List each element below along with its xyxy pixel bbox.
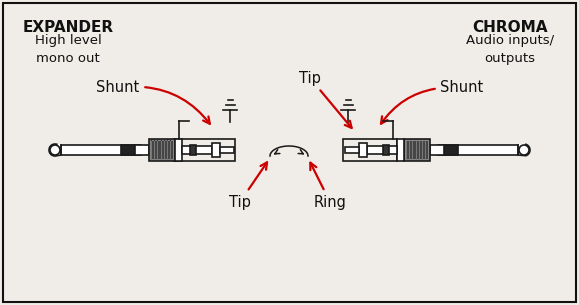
Bar [404,139,430,161]
Text: Tip: Tip [299,70,351,128]
Bar [367,146,397,154]
Bar [359,143,367,157]
Text: Shunt: Shunt [96,81,210,124]
Bar [220,147,234,153]
Text: CHROMA: CHROMA [472,20,548,35]
Bar [383,145,389,155]
Text: Audio inputs/
outputs: Audio inputs/ outputs [466,34,554,65]
Bar [190,145,196,155]
Polygon shape [49,144,61,156]
Bar [438,145,518,155]
Bar [149,139,175,161]
Bar [182,146,212,154]
Text: EXPANDER: EXPANDER [23,20,113,35]
Text: Shunt: Shunt [381,81,483,124]
Bar [121,145,135,155]
Bar [212,143,220,157]
Bar [175,139,182,161]
Bar [174,139,235,161]
Polygon shape [518,144,530,156]
Text: High level
mono out: High level mono out [35,34,101,65]
Circle shape [519,145,529,155]
Bar [345,147,359,153]
Bar [397,139,404,161]
Bar [406,141,428,159]
Bar [61,145,141,155]
Bar [343,139,397,161]
Circle shape [50,145,60,155]
Text: Tip: Tip [229,162,267,210]
Bar [444,145,458,155]
Bar [151,141,173,159]
Text: Ring: Ring [310,163,346,210]
Bar [430,145,444,155]
Bar [135,145,149,155]
